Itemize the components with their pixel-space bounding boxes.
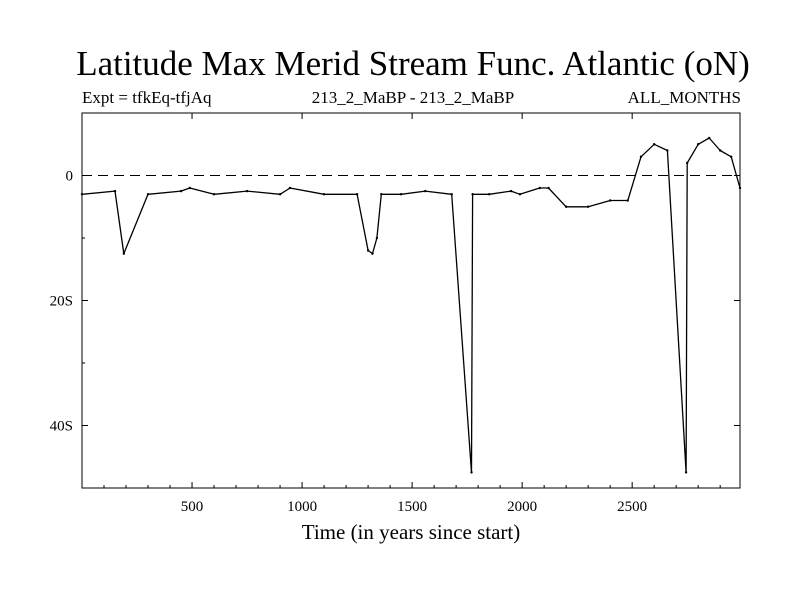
x-tick-label-2: 1500 <box>397 499 427 515</box>
data-point <box>564 205 568 208</box>
data-point <box>666 149 669 152</box>
y-tick-label-1: 20S <box>50 294 73 310</box>
data-point <box>278 193 282 196</box>
data-point <box>586 205 590 208</box>
data-point <box>179 189 183 193</box>
data-point <box>487 193 491 196</box>
data-point <box>366 249 370 252</box>
data-point <box>685 161 689 165</box>
x-axis-label: Time (in years since start) <box>301 520 521 544</box>
axis-ticks: 500 1000 1500 2000 2500 0 20S 40S <box>50 112 740 515</box>
series-line-0 <box>81 137 741 474</box>
data-point <box>626 199 629 202</box>
plot-frame <box>81 112 741 489</box>
months-label: ALL_MONTHS <box>627 88 741 107</box>
data-point <box>146 193 150 196</box>
data-point <box>424 189 427 193</box>
data-point <box>738 186 742 190</box>
data-point <box>245 189 249 193</box>
x-tick-label-1: 1000 <box>287 499 317 515</box>
y-tick-label-0: 0 <box>66 169 74 185</box>
data-point <box>718 149 722 152</box>
data-point <box>729 155 733 158</box>
data-point <box>470 471 473 474</box>
data-point <box>547 186 550 190</box>
data-point <box>375 236 379 240</box>
x-tick-label-4: 2500 <box>617 499 647 515</box>
data-point <box>509 189 513 193</box>
data-point <box>471 193 474 196</box>
x-tick-label-0: 500 <box>181 499 204 515</box>
x-tick-label-3: 2000 <box>507 499 537 515</box>
data-point <box>707 136 711 140</box>
data-point <box>399 193 403 196</box>
data-point <box>288 186 292 190</box>
data-point <box>608 199 612 202</box>
data-point <box>380 193 383 196</box>
data-point <box>639 155 643 158</box>
data-point <box>684 471 688 474</box>
data-point <box>696 143 700 146</box>
data-point <box>113 189 117 193</box>
data-point <box>355 193 359 196</box>
data-point <box>80 193 84 196</box>
data-point <box>652 143 656 146</box>
data-point <box>538 186 541 190</box>
data-point <box>322 193 326 196</box>
data-point <box>518 193 522 196</box>
data-point <box>122 252 126 255</box>
data-point <box>450 193 453 196</box>
chart-title: Latitude Max Merid Stream Func. Atlantic… <box>76 44 750 83</box>
run-comparison-label: 213_2_MaBP - 213_2_MaBP <box>311 88 515 107</box>
series-layer <box>80 136 742 474</box>
data-point <box>371 252 374 255</box>
y-tick-label-2: 40S <box>50 419 73 435</box>
data-point <box>188 186 192 190</box>
data-point <box>212 193 216 196</box>
experiment-label: Expt = tfkEq-tfjAq <box>82 88 212 107</box>
